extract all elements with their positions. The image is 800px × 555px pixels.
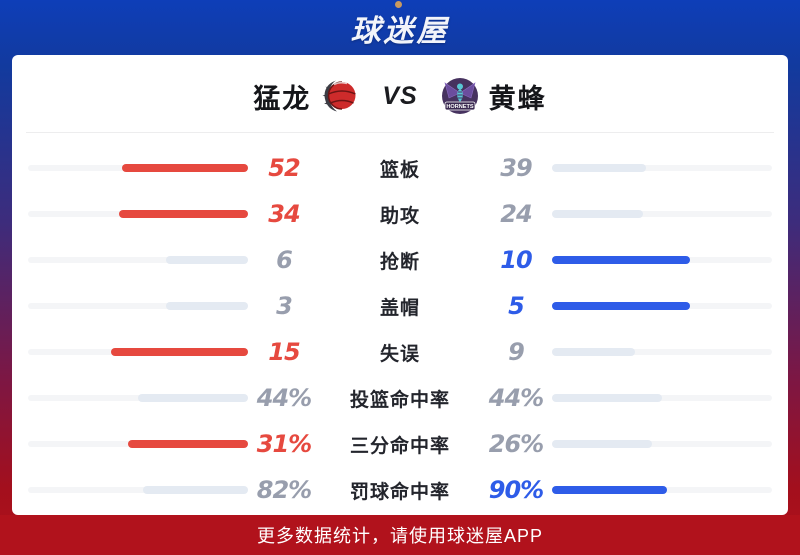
home-stat-value: 44%	[256, 384, 312, 412]
away-stat-bar	[552, 486, 772, 494]
app-logo-text: 球迷屋	[350, 14, 450, 48]
away-stat-value: 5	[508, 292, 525, 320]
hornets-logo-caption: HORNETS	[446, 104, 474, 110]
stat-label: 篮板	[379, 159, 420, 181]
away-stat-bar-fill	[552, 440, 653, 448]
app-logo: 球迷屋	[350, 0, 450, 50]
app-promo-text: 更多数据统计，请使用球迷屋APP	[256, 526, 544, 546]
home-stat-bar	[28, 394, 248, 402]
away-stat-bar-fill	[552, 348, 635, 356]
away-stat-bar-fill	[552, 210, 644, 218]
stat-row: 6 抢断 10	[28, 237, 772, 283]
home-stat-bar-fill	[119, 210, 248, 218]
home-stat-bar-fill	[165, 256, 248, 264]
stat-row: 34 助攻 24	[28, 191, 772, 237]
stat-row: 15 失误 9	[28, 329, 772, 375]
basketball-dot-icon	[394, 0, 402, 8]
home-stat-bar	[28, 486, 248, 494]
stats-card: 猛龙 VS HORNETS	[12, 55, 788, 515]
stat-row: 31% 三分命中率 26%	[28, 421, 772, 467]
home-stat-bar-fill	[128, 440, 248, 448]
stats-rows: 52 篮板 39 34 助攻 24 6 抢断 10 3 盖帽 5	[12, 145, 788, 513]
away-stat-bar	[552, 348, 772, 356]
home-stat-bar	[28, 164, 248, 172]
home-stat-value: 31%	[256, 430, 312, 458]
away-stat-value: 10	[500, 246, 532, 274]
away-stat-bar	[552, 440, 772, 448]
away-stat-value: 24	[500, 200, 532, 228]
home-stat-bar	[28, 440, 248, 448]
home-team-name: 猛龙	[253, 83, 312, 114]
away-stat-bar-fill	[552, 486, 668, 494]
app-header: 球迷屋	[0, 0, 800, 55]
away-stat-bar-fill	[552, 394, 662, 402]
hornets-logo-icon: HORNETS	[441, 78, 478, 114]
header-divider	[26, 132, 774, 133]
home-stat-bar-fill	[110, 348, 248, 356]
away-stat-bar	[552, 394, 772, 402]
stat-row: 82% 罚球命中率 90%	[28, 467, 772, 513]
away-stat-bar-fill	[552, 256, 690, 264]
away-stat-value: 90%	[488, 476, 544, 504]
away-stat-bar	[552, 210, 772, 218]
home-stat-bar	[28, 348, 248, 356]
away-stat-bar-fill	[552, 164, 647, 172]
home-stat-bar-fill	[143, 486, 248, 494]
away-stat-bar	[552, 256, 772, 264]
stat-label: 抢断	[379, 251, 420, 273]
match-header: 猛龙 VS HORNETS	[12, 55, 788, 117]
raptors-logo-icon	[322, 80, 357, 112]
home-stat-bar-fill	[138, 394, 248, 402]
home-stat-value: 82%	[256, 476, 312, 504]
away-stat-value: 26%	[488, 430, 544, 458]
home-team: 猛龙	[253, 76, 360, 116]
home-stat-bar	[28, 302, 248, 310]
away-stat-value: 9	[508, 338, 525, 366]
stat-label: 盖帽	[379, 297, 420, 319]
home-stat-bar-fill	[122, 164, 248, 172]
vs-label: VS	[382, 81, 418, 110]
home-stat-value: 34	[268, 200, 300, 228]
home-stat-value: 52	[268, 154, 300, 182]
stat-row: 44% 投篮命中率 44%	[28, 375, 772, 421]
away-stat-bar-fill	[552, 302, 690, 310]
home-stat-bar	[28, 256, 248, 264]
app-promo-banner[interactable]: 更多数据统计，请使用球迷屋APP	[0, 515, 800, 555]
away-team-name: 黄蜂	[488, 83, 547, 114]
home-stat-value: 3	[276, 292, 293, 320]
stat-label: 投篮命中率	[349, 389, 450, 411]
stat-label: 三分命中率	[349, 435, 450, 457]
away-stat-value: 44%	[488, 384, 544, 412]
stat-row: 3 盖帽 5	[28, 283, 772, 329]
home-stat-value: 6	[276, 246, 293, 274]
stat-row: 52 篮板 39	[28, 145, 772, 191]
home-stat-bar	[28, 210, 248, 218]
stat-label: 失误	[379, 343, 420, 365]
away-stat-bar	[552, 164, 772, 172]
home-stat-value: 15	[268, 338, 300, 366]
away-team: HORNETS 黄蜂	[440, 76, 547, 116]
away-stat-value: 39	[500, 154, 532, 182]
stat-label: 罚球命中率	[349, 481, 450, 503]
home-stat-bar-fill	[165, 302, 248, 310]
stat-label: 助攻	[379, 205, 420, 227]
away-stat-bar	[552, 302, 772, 310]
